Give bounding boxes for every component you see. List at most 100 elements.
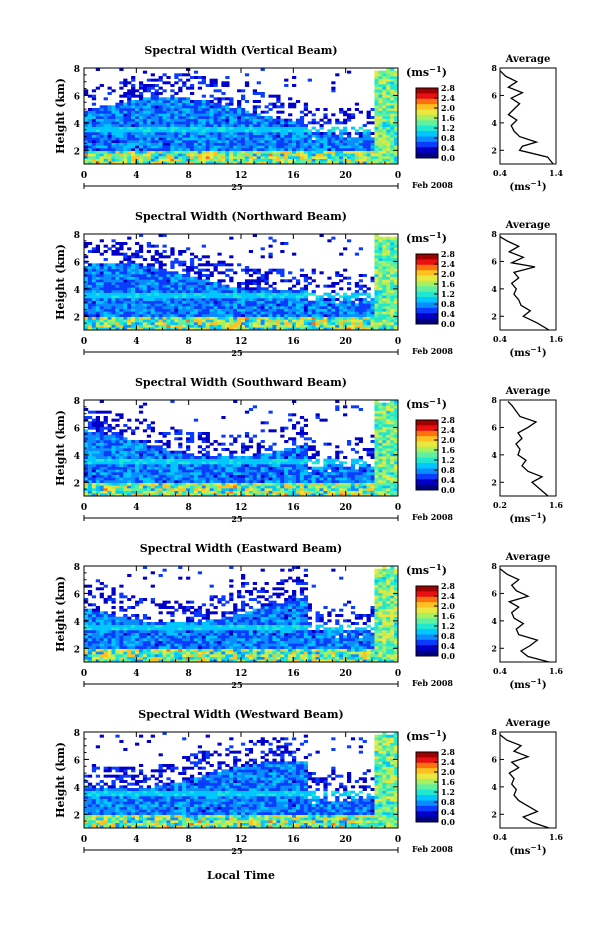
heatmap-cell	[249, 113, 253, 116]
colorbar-tick-label: 2.0	[441, 103, 455, 113]
heatmap-cell	[320, 488, 324, 491]
heatmap-cell	[96, 132, 100, 135]
heatmap-cell	[217, 295, 221, 298]
heatmap-cell	[182, 250, 186, 253]
heatmap-cell	[186, 266, 190, 269]
heatmap-cell	[359, 145, 363, 148]
heatmap-cell	[221, 475, 225, 478]
heatmap-cell	[190, 124, 194, 127]
heatmap-cell	[111, 89, 115, 92]
heatmap-cell	[155, 290, 159, 293]
colorbar-swatch	[416, 292, 438, 298]
heatmap-cell	[265, 271, 269, 274]
heatmap-cell	[323, 322, 327, 325]
heatmap-cell	[127, 472, 131, 475]
heatmap-cell	[225, 475, 229, 478]
heatmap-cell	[159, 311, 163, 314]
heatmap-cell	[241, 119, 245, 122]
heatmap-cell	[111, 477, 115, 480]
heatmap-cell	[111, 137, 115, 140]
heatmap-cell	[143, 137, 147, 140]
heatmap-cell	[143, 148, 147, 151]
heatmap-cell	[229, 119, 233, 122]
heatmap-cell	[92, 469, 96, 472]
heatmap-cell	[100, 84, 104, 87]
heatmap-cell	[288, 140, 292, 143]
heatmap-cell	[304, 159, 308, 162]
heatmap-cell	[382, 156, 386, 159]
heatmap-cell	[159, 87, 163, 90]
heatmap-cell	[386, 95, 390, 98]
heatmap-cell	[163, 159, 167, 162]
heatmap-cell	[206, 491, 210, 494]
heatmap-cell	[170, 263, 174, 266]
heatmap-cell	[151, 464, 155, 467]
heatmap-cell	[108, 301, 112, 304]
heatmap-cell	[292, 464, 296, 467]
heatmap-cell	[194, 119, 198, 122]
heatmap-cell	[217, 477, 221, 480]
heatmap-cell	[225, 290, 229, 293]
heatmap-cell	[316, 322, 320, 325]
heatmap-cell	[100, 461, 104, 464]
heatmap-cell	[386, 303, 390, 306]
heatmap-cell	[143, 491, 147, 494]
heatmap-cell	[253, 113, 257, 116]
heatmap-cell	[386, 140, 390, 143]
heatmap-cell	[206, 295, 210, 298]
heatmap-cell	[131, 111, 135, 114]
heatmap-cell	[320, 309, 324, 312]
heatmap-cell	[292, 311, 296, 314]
heatmap-cell	[84, 124, 88, 127]
heatmap-cells	[84, 68, 398, 164]
heatmap-cell	[249, 279, 253, 282]
panel-title: Spectral Width (Southward Beam)	[135, 376, 347, 389]
heatmap-cell	[206, 153, 210, 156]
heatmap-cell	[323, 121, 327, 124]
heatmap-cell	[111, 325, 115, 328]
heatmap-cell	[163, 151, 167, 154]
heatmap-cell	[166, 290, 170, 293]
heatmap-cell	[139, 255, 143, 258]
heatmap-cell	[378, 287, 382, 290]
heatmap-cell	[166, 129, 170, 132]
heatmap-cell	[300, 129, 304, 132]
heatmap-cell	[108, 121, 112, 124]
heatmap-cell	[178, 303, 182, 306]
heatmap-cell	[135, 145, 139, 148]
heatmap-cell	[304, 287, 308, 290]
heatmap-cell	[84, 290, 88, 293]
heatmap-cell	[111, 269, 115, 272]
heatmap-cell	[237, 263, 241, 266]
heatmap-cell	[131, 108, 135, 111]
heatmap-cell	[300, 322, 304, 325]
heatmap-cell	[186, 129, 190, 132]
heatmap-cell	[272, 491, 276, 494]
heatmap-cell	[363, 148, 367, 151]
heatmap-cell	[147, 151, 151, 154]
heatmap-cell	[221, 311, 225, 314]
heatmap-cell	[347, 303, 351, 306]
heatmap-cell	[316, 303, 320, 306]
heatmap-cell	[308, 293, 312, 296]
heatmap-cell	[108, 151, 112, 154]
heatmap-cell	[229, 135, 233, 138]
heatmap-cell	[127, 285, 131, 288]
heatmap-cell	[374, 258, 378, 261]
heatmap-cell	[131, 76, 135, 79]
heatmap-cell	[206, 116, 210, 119]
heatmap-cell	[323, 325, 327, 328]
heatmap-cell	[374, 121, 378, 124]
heatmap-cell	[268, 491, 272, 494]
heatmap-cell	[104, 467, 108, 470]
heatmap-cell	[178, 159, 182, 162]
heatmap-cell	[202, 303, 206, 306]
heatmap-cell	[371, 153, 375, 156]
heatmap-cell	[363, 303, 367, 306]
heatmap-cell	[202, 467, 206, 470]
heatmap-cell	[159, 76, 163, 79]
heatmap-cell	[386, 89, 390, 92]
heatmap-cell	[335, 309, 339, 312]
heatmap-cell	[378, 242, 382, 245]
heatmap-cell	[382, 116, 386, 119]
